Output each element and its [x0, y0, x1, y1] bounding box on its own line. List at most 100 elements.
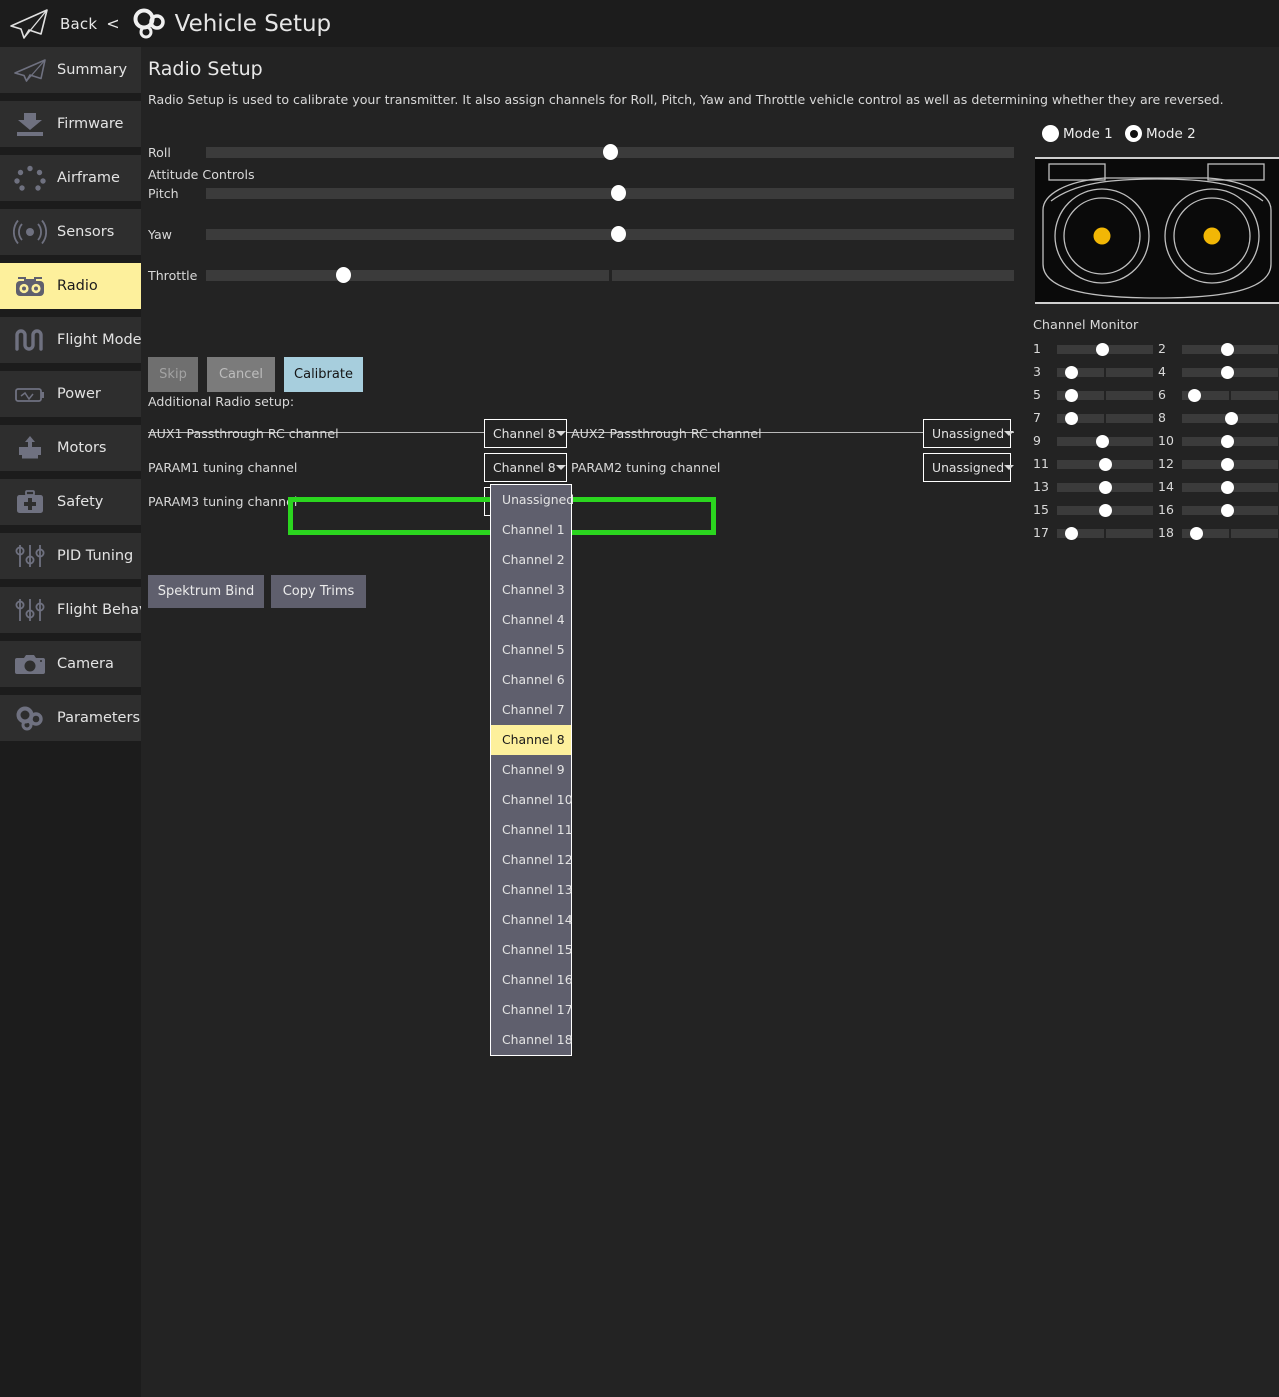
channel-monitor-number: 6 [1158, 387, 1166, 402]
channel-monitor-number: 16 [1158, 502, 1174, 517]
slider-thumb[interactable] [336, 267, 352, 283]
sidebar-item-label: Safety [57, 494, 104, 510]
channel-select-value: Unassigned [932, 460, 1005, 475]
sidebar-item-flight-behavior[interactable]: Flight Behavior [0, 587, 166, 633]
channel-monitor-number: 3 [1033, 364, 1041, 379]
sidebar-item-radio[interactable]: Radio [0, 263, 141, 309]
additional-radio-setup-label: Additional Radio setup: [148, 394, 295, 409]
paper-plane-icon[interactable] [8, 7, 50, 41]
slider-track[interactable] [206, 229, 1014, 240]
sidebar-item-label: Airframe [57, 170, 120, 186]
dropdown-option[interactable]: Channel 1 [502, 522, 565, 537]
radio-dot-icon[interactable] [1125, 125, 1142, 142]
cancel-button[interactable]: Cancel [207, 357, 275, 392]
dropdown-option[interactable]: Channel 4 [502, 612, 565, 627]
channel-monitor-bar-right [1106, 368, 1153, 377]
sidebar: Summary Firmware Airframe Sensors Radio Fligh… [0, 47, 166, 1397]
sidebar-item-motors[interactable]: Motors [0, 425, 141, 471]
sidebar-item-sensors[interactable]: Sensors [0, 209, 141, 255]
sidebar-item-power[interactable]: Power [0, 371, 141, 417]
channel-row-label: AUX2 Passthrough RC channel [571, 426, 762, 441]
dropdown-option[interactable]: Unassigned [502, 492, 575, 507]
channel-monitor-number: 1 [1033, 341, 1041, 356]
channel-monitor-bar-right [1231, 529, 1278, 538]
sidebar-item-firmware[interactable]: Firmware [0, 101, 141, 147]
dropdown-option[interactable]: Channel 2 [502, 552, 565, 567]
sidebar-item-label: Sensors [57, 224, 115, 240]
channel-monitor-number: 5 [1033, 387, 1041, 402]
channel-row-label: PARAM1 tuning channel [148, 460, 298, 475]
channel-monitor-number: 14 [1158, 479, 1174, 494]
chevron-down-icon [1004, 431, 1015, 436]
spektrum-bind-button[interactable]: Spektrum Bind [148, 575, 264, 608]
channel-monitor-number: 10 [1158, 433, 1174, 448]
channel-monitor-indicator [1065, 389, 1079, 402]
mode-radio-2[interactable]: Mode 2 [1125, 125, 1196, 142]
radio-dot-icon[interactable] [1042, 125, 1059, 142]
slider-thumb[interactable] [611, 185, 627, 201]
dropdown-option[interactable]: Channel 15 [502, 942, 573, 957]
slider-label: Throttle [148, 268, 198, 283]
channel-monitor-row: 1 [1033, 341, 1153, 357]
channel-monitor-row: 10 [1158, 433, 1278, 449]
dropdown-option[interactable]: Channel 16 [502, 972, 573, 987]
channel-row-label: PARAM3 tuning channel [148, 494, 298, 509]
channel-monitor-row: 15 [1033, 502, 1153, 518]
divider [148, 432, 1014, 433]
channel-monitor-number: 18 [1158, 525, 1174, 540]
slider-track[interactable] [206, 188, 1014, 199]
channel-select-dropdown[interactable]: Channel 8 [484, 419, 567, 448]
channel-row: PARAM2 tuning channel Unassigned [141, 453, 1021, 482]
radio-icon [8, 271, 52, 301]
slider-label: Yaw [148, 227, 172, 242]
calibrate-button[interactable]: Calibrate [284, 357, 363, 392]
sidebar-item-camera[interactable]: Camera [0, 641, 141, 687]
radio-dot-inner [1129, 129, 1138, 138]
channel-dropdown-menu[interactable]: Unassigned Channel 1 Channel 2 Channel 3 Cha… [490, 484, 575, 1056]
dropdown-option[interactable]: Channel 12 [502, 852, 573, 867]
dropdown-option[interactable]: Channel 3 [502, 582, 565, 597]
dropdown-option[interactable]: Channel 6 [502, 672, 565, 687]
sidebar-item-airframe[interactable]: Airframe [0, 155, 141, 201]
channel-monitor-number: 8 [1158, 410, 1166, 425]
slider-track-right[interactable] [612, 270, 1014, 281]
channel-monitor-indicator [1099, 481, 1112, 494]
channel-monitor-number: 15 [1033, 502, 1049, 517]
dropdown-option[interactable]: Channel 7 [502, 702, 565, 717]
dropdown-option[interactable]: Channel 5 [502, 642, 565, 657]
sidebar-item-pid-tuning[interactable]: PID Tuning [0, 533, 141, 579]
dropdown-option[interactable]: Channel 18 [502, 1032, 573, 1047]
channel-select-dropdown[interactable]: Unassigned [923, 453, 1015, 482]
channel-monitor-indicator [1221, 458, 1235, 471]
back-button-label[interactable]: Back [60, 14, 98, 33]
channel-select-dropdown[interactable]: Unassigned [923, 419, 1015, 448]
sidebar-item-flight-modes[interactable]: Flight Modes [0, 317, 149, 363]
sidebar-item-safety[interactable]: Safety [0, 479, 141, 525]
sidebar-item-parameters[interactable]: Parameters [0, 695, 141, 741]
mode-radio-1[interactable]: Mode 1 [1042, 125, 1113, 142]
dropdown-option[interactable]: Channel 13 [502, 882, 573, 897]
section-description: Radio Setup is used to calibrate your tr… [148, 92, 1224, 107]
dropdown-option[interactable]: Channel 9 [502, 762, 565, 777]
mode-radio-label: Mode 2 [1146, 125, 1196, 142]
channel-monitor-row: 11 [1033, 456, 1153, 472]
sensors-icon [8, 217, 52, 247]
dropdown-option[interactable]: Channel 8 [491, 725, 571, 755]
sidebar-item-label: PID Tuning [57, 548, 134, 564]
sidebar-item-summary[interactable]: Summary [0, 47, 141, 93]
channel-monitor-row: 3 [1033, 364, 1153, 380]
sidebar-item-label: Camera [57, 656, 114, 672]
dropdown-option[interactable]: Channel 17 [502, 1002, 573, 1017]
slider-thumb[interactable] [611, 226, 627, 242]
skip-button[interactable]: Skip [148, 357, 198, 392]
back-chevron-icon[interactable]: < [106, 14, 120, 33]
channel-monitor-indicator [1190, 527, 1204, 540]
slider-thumb[interactable] [603, 144, 618, 160]
channel-select-dropdown[interactable]: Channel 8 [484, 453, 567, 482]
dropdown-option[interactable]: Channel 11 [502, 822, 573, 837]
copy-trims-button[interactable]: Copy Trims [271, 575, 366, 608]
dropdown-option[interactable]: Channel 14 [502, 912, 573, 927]
channel-monitor-bar-left [1182, 391, 1229, 400]
slider-track-left[interactable] [206, 270, 609, 281]
dropdown-option[interactable]: Channel 10 [502, 792, 573, 807]
